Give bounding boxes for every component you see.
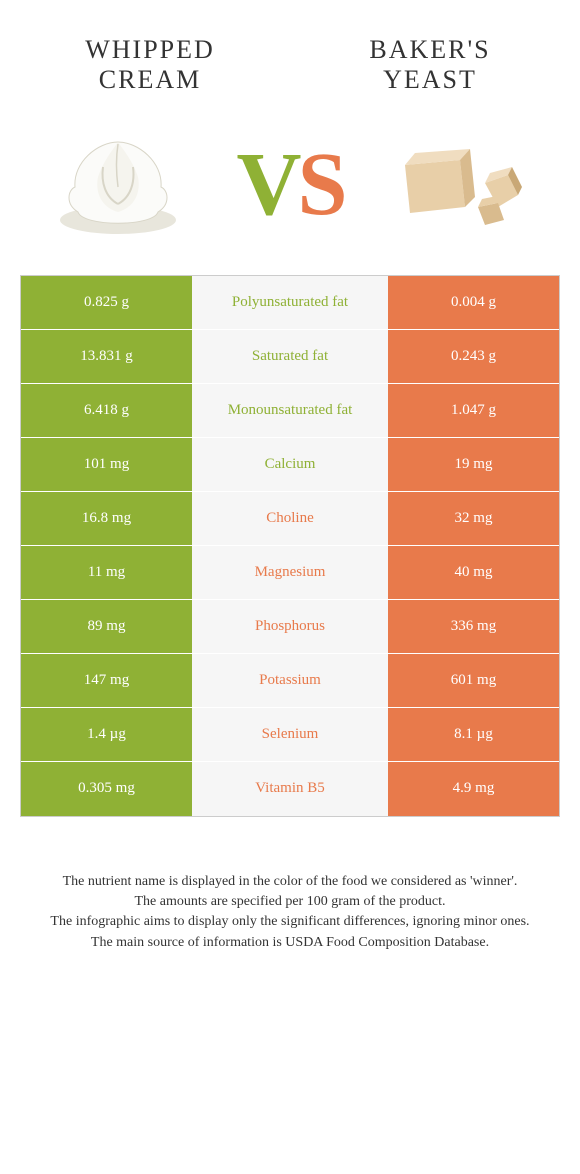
left-value-cell: 0.305 mg bbox=[21, 762, 192, 816]
whipped-cream-image bbox=[40, 125, 195, 245]
nutrient-label-cell: Saturated fat bbox=[192, 330, 388, 383]
left-food-title: WHIPPEDCREAM bbox=[50, 35, 250, 95]
left-value-cell: 89 mg bbox=[21, 600, 192, 653]
table-row: 11 mgMagnesium40 mg bbox=[21, 546, 559, 600]
right-value-cell: 40 mg bbox=[388, 546, 559, 599]
vs-v: V bbox=[236, 133, 297, 236]
right-value-cell: 4.9 mg bbox=[388, 762, 559, 816]
infographic-container: WHIPPEDCREAM BAKER'SYEAST VS bbox=[0, 0, 580, 953]
table-row: 147 mgPotassium601 mg bbox=[21, 654, 559, 708]
right-value-cell: 32 mg bbox=[388, 492, 559, 545]
right-value-cell: 336 mg bbox=[388, 600, 559, 653]
right-food-title: BAKER'SYEAST bbox=[330, 35, 530, 95]
footer-notes: The nutrient name is displayed in the co… bbox=[0, 817, 580, 953]
footer-line-1: The nutrient name is displayed in the co… bbox=[38, 872, 542, 892]
left-value-cell: 147 mg bbox=[21, 654, 192, 707]
nutrient-label-cell: Magnesium bbox=[192, 546, 388, 599]
table-row: 0.825 gPolyunsaturated fat0.004 g bbox=[21, 276, 559, 330]
right-value-cell: 1.047 g bbox=[388, 384, 559, 437]
nutrient-label-cell: Potassium bbox=[192, 654, 388, 707]
nutrient-label-cell: Monounsaturated fat bbox=[192, 384, 388, 437]
left-value-cell: 1.4 µg bbox=[21, 708, 192, 761]
table-row: 0.305 mgVitamin B54.9 mg bbox=[21, 762, 559, 816]
nutrient-label-cell: Polyunsaturated fat bbox=[192, 276, 388, 329]
footer-line-3: The infographic aims to display only the… bbox=[38, 912, 542, 932]
right-value-cell: 601 mg bbox=[388, 654, 559, 707]
table-row: 6.418 gMonounsaturated fat1.047 g bbox=[21, 384, 559, 438]
left-value-cell: 11 mg bbox=[21, 546, 192, 599]
left-value-cell: 0.825 g bbox=[21, 276, 192, 329]
vs-text: VS bbox=[236, 133, 343, 236]
right-value-cell: 0.004 g bbox=[388, 276, 559, 329]
header: WHIPPEDCREAM BAKER'SYEAST bbox=[0, 0, 580, 115]
nutrient-label-cell: Selenium bbox=[192, 708, 388, 761]
yeast-image bbox=[385, 125, 540, 245]
table-row: 101 mgCalcium19 mg bbox=[21, 438, 559, 492]
nutrient-table: 0.825 gPolyunsaturated fat0.004 g13.831 … bbox=[20, 275, 560, 817]
images-row: VS bbox=[0, 115, 580, 275]
left-value-cell: 101 mg bbox=[21, 438, 192, 491]
table-row: 89 mgPhosphorus336 mg bbox=[21, 600, 559, 654]
right-value-cell: 19 mg bbox=[388, 438, 559, 491]
left-value-cell: 13.831 g bbox=[21, 330, 192, 383]
table-row: 16.8 mgCholine32 mg bbox=[21, 492, 559, 546]
nutrient-label-cell: Phosphorus bbox=[192, 600, 388, 653]
vs-s: S bbox=[297, 133, 343, 236]
right-value-cell: 8.1 µg bbox=[388, 708, 559, 761]
nutrient-label-cell: Choline bbox=[192, 492, 388, 545]
footer-line-4: The main source of information is USDA F… bbox=[38, 933, 542, 953]
left-value-cell: 6.418 g bbox=[21, 384, 192, 437]
nutrient-label-cell: Vitamin B5 bbox=[192, 762, 388, 816]
right-value-cell: 0.243 g bbox=[388, 330, 559, 383]
whipped-cream-icon bbox=[53, 132, 183, 237]
left-value-cell: 16.8 mg bbox=[21, 492, 192, 545]
nutrient-label-cell: Calcium bbox=[192, 438, 388, 491]
table-row: 13.831 gSaturated fat0.243 g bbox=[21, 330, 559, 384]
table-row: 1.4 µgSelenium8.1 µg bbox=[21, 708, 559, 762]
yeast-icon bbox=[390, 135, 535, 235]
footer-line-2: The amounts are specified per 100 gram o… bbox=[38, 892, 542, 912]
